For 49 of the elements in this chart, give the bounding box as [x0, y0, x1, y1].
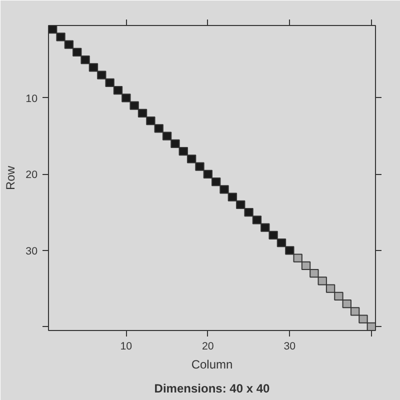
point — [301, 261, 311, 270]
point — [80, 56, 90, 64]
point — [203, 170, 212, 178]
point — [236, 200, 246, 209]
point — [268, 230, 278, 240]
point — [162, 132, 172, 140]
x-tick-label: 30 — [284, 340, 296, 352]
y-tick-label: 10 — [26, 92, 38, 105]
point — [350, 307, 360, 316]
point — [228, 192, 238, 202]
point — [195, 162, 204, 171]
point — [293, 254, 302, 262]
point — [72, 48, 82, 56]
y-tick-label: 20 — [26, 169, 38, 182]
text: Dimensions: 40 x 40 — [154, 382, 270, 396]
point — [260, 223, 270, 232]
x-axis-title: Column — [191, 358, 233, 372]
point — [178, 147, 188, 156]
point — [358, 314, 368, 324]
x-tick-label: 10 — [120, 340, 132, 352]
point — [170, 139, 180, 148]
y-tick-label: 30 — [26, 245, 38, 258]
point — [326, 284, 336, 293]
point — [342, 300, 352, 308]
point — [64, 40, 74, 49]
point — [334, 292, 344, 300]
point — [130, 101, 139, 110]
point — [88, 63, 98, 72]
point — [154, 124, 164, 133]
point — [244, 208, 254, 217]
point — [220, 185, 229, 194]
point — [105, 78, 114, 87]
point — [186, 154, 196, 164]
point — [276, 238, 286, 248]
point — [97, 70, 106, 80]
point — [122, 94, 131, 102]
point — [310, 269, 319, 278]
point — [56, 32, 66, 42]
x-tick-label: 20 — [202, 340, 214, 352]
point — [146, 116, 156, 126]
point — [318, 276, 327, 286]
point — [252, 216, 262, 224]
point — [285, 246, 294, 255]
point — [138, 108, 148, 118]
point — [48, 26, 58, 34]
point — [212, 178, 221, 186]
point — [113, 86, 123, 95]
point — [366, 322, 376, 330]
y-axis-title: Row — [4, 166, 18, 190]
